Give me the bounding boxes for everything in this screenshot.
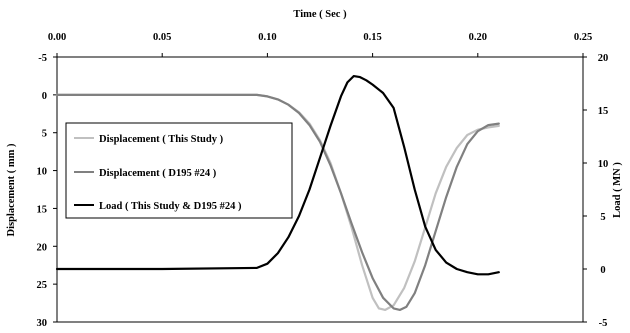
y2-tick-label: 5 bbox=[600, 212, 605, 223]
y-tick-label: 20 bbox=[37, 242, 48, 253]
y2-tick-label: -5 bbox=[599, 318, 608, 329]
x-tick-label: 0.20 bbox=[469, 32, 487, 43]
series-line-load bbox=[55, 74, 500, 276]
x-axis-title: Time ( Sec ) bbox=[293, 9, 347, 20]
x-tick-label: 0.25 bbox=[574, 32, 592, 43]
y2-tick-label: 10 bbox=[598, 159, 609, 170]
y-tick-label: -5 bbox=[38, 53, 47, 64]
series-line-displacement-d195 bbox=[55, 93, 500, 311]
x-tick-label: 0.05 bbox=[153, 32, 171, 43]
y2-tick-label: 0 bbox=[600, 265, 605, 276]
x-tick-label: 0.10 bbox=[258, 32, 276, 43]
x-axis-ticks: 0.00 0.05 0.10 0.15 0.20 0.25 bbox=[48, 32, 592, 57]
legend-label-load: Load ( This Study & D195 #24 ) bbox=[99, 201, 242, 212]
y-tick-label: 30 bbox=[37, 318, 48, 329]
y-tick-label: 10 bbox=[37, 167, 48, 178]
series-layer bbox=[55, 74, 500, 311]
x-tick-label: 0.15 bbox=[363, 32, 381, 43]
y2-axis-title: Load ( MN ) bbox=[612, 162, 623, 218]
y2-axis-ticks: -5 0 5 10 15 20 bbox=[583, 53, 608, 329]
y-tick-label: 25 bbox=[37, 280, 48, 291]
legend: Displacement ( This Study ) Displacement… bbox=[65, 122, 293, 219]
y-tick-label: 0 bbox=[42, 91, 47, 102]
legend-box bbox=[65, 122, 293, 219]
y-axis-title: Displacement ( mm ) bbox=[6, 143, 17, 237]
y2-tick-label: 20 bbox=[598, 53, 609, 64]
y2-tick-label: 15 bbox=[598, 106, 609, 117]
y-tick-label: 15 bbox=[37, 204, 48, 215]
x-tick-label: 0.00 bbox=[48, 32, 66, 43]
y-axis-ticks: -5 0 5 10 15 20 25 30 bbox=[37, 53, 57, 329]
legend-label-d195: Displacement ( D195 #24 ) bbox=[99, 168, 217, 179]
y-tick-label: 5 bbox=[42, 129, 47, 140]
legend-label-this-study: Displacement ( This Study ) bbox=[99, 134, 224, 145]
